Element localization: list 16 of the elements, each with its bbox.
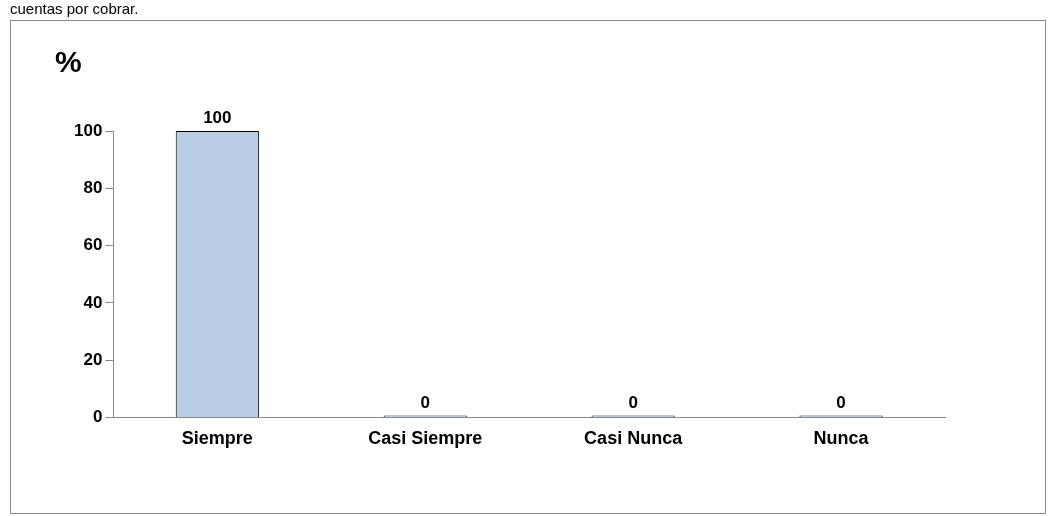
data-label: 0 — [420, 392, 430, 412]
x-tick-label: Nunca — [813, 428, 870, 449]
chart-title: cuentas por cobrar. — [10, 0, 139, 17]
y-tick-label: 40 — [83, 292, 103, 312]
data-label: 100 — [203, 108, 232, 128]
data-label: 0 — [628, 392, 638, 412]
x-tick-label: Casi Siempre — [368, 428, 483, 449]
y-axis-title: % — [55, 45, 82, 79]
y-tick-label: 100 — [73, 120, 103, 140]
y-tick-label: 80 — [83, 177, 103, 197]
x-tick-label: Siempre — [181, 428, 253, 449]
y-tick-label: 20 — [83, 349, 103, 369]
x-tick-label: Casi Nunca — [584, 428, 684, 449]
y-tick-label: 0 — [92, 407, 103, 427]
data-label: 0 — [836, 392, 846, 412]
y-tick-label: 60 — [83, 235, 103, 255]
